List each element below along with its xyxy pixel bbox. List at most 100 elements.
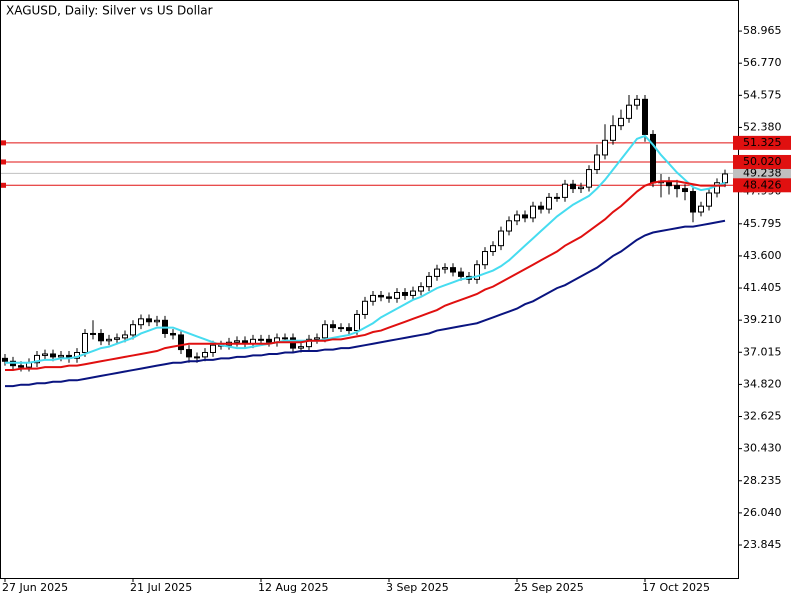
candle-body xyxy=(674,185,680,190)
candle-body xyxy=(394,291,400,299)
candle-body xyxy=(314,337,320,340)
candle-body xyxy=(258,338,264,341)
candle-body xyxy=(410,290,416,296)
level-label-box xyxy=(733,154,791,169)
candle-body xyxy=(578,186,584,190)
candle-body xyxy=(58,354,64,358)
x-tick-label: 17 Oct 2025 xyxy=(642,581,710,594)
bid-label-box xyxy=(733,166,791,181)
candle-body xyxy=(338,327,344,330)
level-label: 48.426 xyxy=(743,178,782,191)
candle-body xyxy=(642,98,648,135)
candle-body xyxy=(474,264,480,280)
candle-body xyxy=(50,353,56,358)
candle-body xyxy=(138,318,144,326)
candle-body xyxy=(450,267,456,273)
candle-body xyxy=(106,338,112,342)
candle-body xyxy=(122,334,128,339)
candle-body xyxy=(154,319,160,323)
y-tick-label: 32.625 xyxy=(743,410,782,423)
candle-body xyxy=(498,230,504,247)
candle-body xyxy=(266,338,272,343)
candle-body xyxy=(546,196,552,210)
candle-body xyxy=(490,245,496,253)
candle-body xyxy=(234,340,240,343)
candle-body xyxy=(562,183,568,198)
candle-body xyxy=(346,327,352,332)
candle-body xyxy=(506,220,512,232)
level-marker xyxy=(1,182,6,188)
y-tick-label: 23.845 xyxy=(743,538,782,551)
x-tick-label: 3 Sep 2025 xyxy=(386,581,449,594)
candle-body xyxy=(82,332,88,353)
candle-body xyxy=(458,271,464,277)
candle-body xyxy=(586,169,592,188)
candle-body xyxy=(90,332,96,335)
candle-body xyxy=(602,139,608,156)
candle-body xyxy=(690,191,696,213)
chart-title: XAGUSD, Daily: Silver vs US Dollar xyxy=(6,4,213,18)
candle-body xyxy=(434,268,440,277)
candle-body xyxy=(370,294,376,302)
moving-average xyxy=(5,134,726,364)
y-tick-label: 39.210 xyxy=(743,313,782,326)
candle-body xyxy=(634,98,640,106)
level-label: 50.020 xyxy=(743,155,782,168)
candle-body xyxy=(282,337,288,340)
y-tick-label: 34.820 xyxy=(743,377,782,390)
plot-frame xyxy=(0,0,739,579)
x-tick-label: 27 Jun 2025 xyxy=(2,581,68,594)
candle-body xyxy=(34,354,40,364)
level-marker xyxy=(1,159,6,165)
candle-body xyxy=(482,251,488,266)
candle-body xyxy=(570,183,576,190)
candle-body xyxy=(2,357,8,362)
candle-body xyxy=(322,324,328,339)
candle-body xyxy=(354,313,360,332)
y-tick-label: 56.770 xyxy=(743,56,782,69)
candle-body xyxy=(306,338,312,348)
y-tick-label: 58.965 xyxy=(743,24,782,37)
x-tick-label: 12 Aug 2025 xyxy=(258,581,328,594)
candle-body xyxy=(210,344,216,353)
x-tick-label: 21 Jul 2025 xyxy=(130,581,192,594)
y-tick-label: 54.575 xyxy=(743,88,782,101)
y-tick-label: 30.430 xyxy=(743,442,782,455)
candle-body xyxy=(594,154,600,171)
moving-average xyxy=(5,180,725,372)
candle-body xyxy=(522,214,528,219)
candle-body xyxy=(714,182,720,194)
level-label: 51.325 xyxy=(743,136,782,149)
y-tick-label: 26.040 xyxy=(743,506,782,519)
candle-body xyxy=(682,188,688,193)
candle-body xyxy=(698,205,704,213)
candle-body xyxy=(98,332,104,342)
candle-body xyxy=(610,125,616,141)
candle-body xyxy=(618,117,624,127)
candle-body xyxy=(42,353,48,356)
candle-body xyxy=(298,346,304,349)
candle-body xyxy=(362,300,368,315)
y-tick-label: 37.015 xyxy=(743,345,782,358)
candle-body xyxy=(442,267,448,270)
candle-body xyxy=(386,296,392,299)
candle-body xyxy=(514,214,520,222)
candle-body xyxy=(146,318,152,323)
candle-body xyxy=(194,356,200,359)
moving-average xyxy=(5,219,726,388)
candle-body xyxy=(554,196,560,199)
y-tick-label: 45.795 xyxy=(743,217,782,230)
y-tick-label: 28.235 xyxy=(743,474,782,487)
candle-body xyxy=(530,205,536,219)
level-marker xyxy=(1,140,6,146)
x-tick-label: 25 Sep 2025 xyxy=(514,581,584,594)
y-tick-label: 43.600 xyxy=(743,249,782,262)
candle-body xyxy=(330,324,336,329)
level-label-box xyxy=(733,178,791,193)
candle-body xyxy=(378,294,384,298)
y-tick-label: 52.380 xyxy=(743,120,782,133)
candle-body xyxy=(418,286,424,292)
candle-body xyxy=(178,334,184,351)
